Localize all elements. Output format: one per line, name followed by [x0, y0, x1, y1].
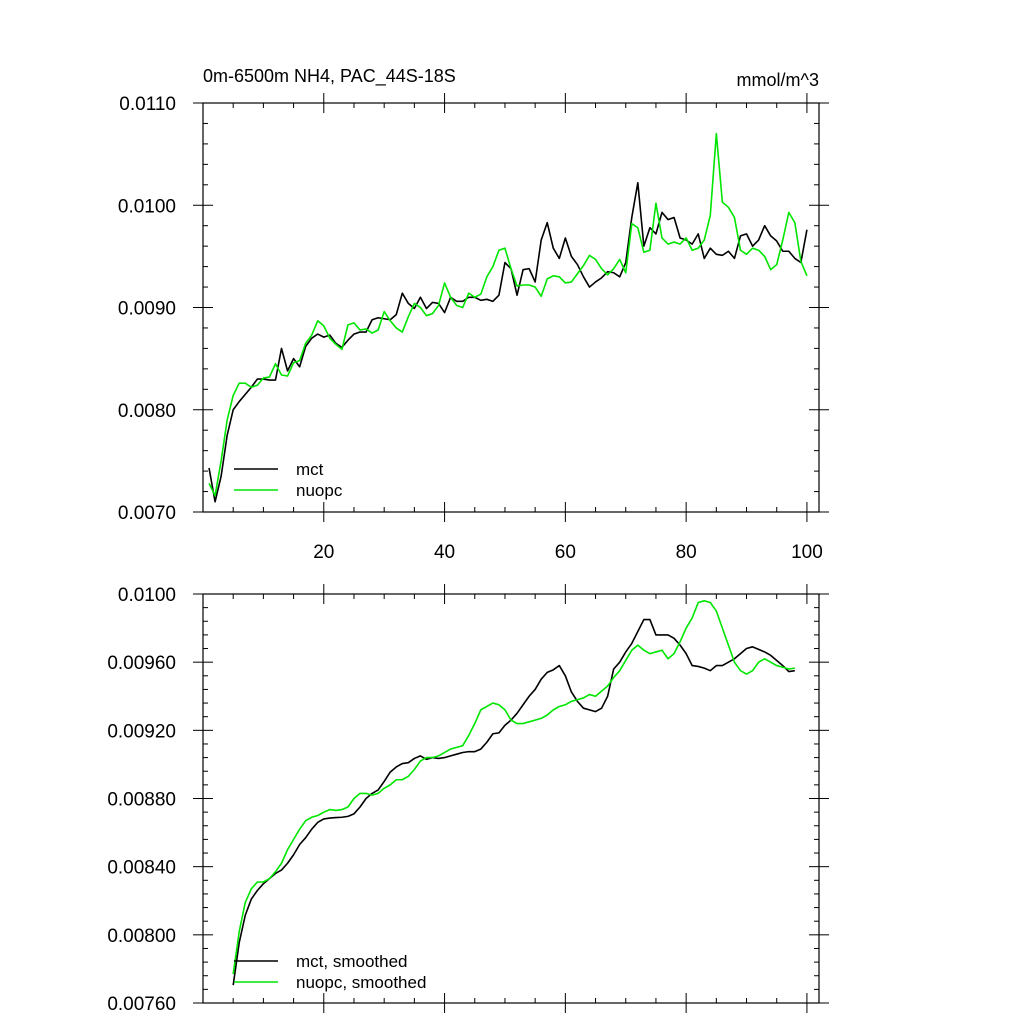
bottom-plot-frame — [202, 593, 820, 1004]
top-series-lines — [208, 132, 808, 503]
legend-label-mct: mct — [296, 460, 324, 479]
top-axes-ticks: 20 40 60 80 100 0.0070 0.0080 0.0090 0.0100 0.011… — [118, 93, 829, 563]
x-tick-label: 60 — [555, 542, 576, 563]
y-tick-label: 0.0090 — [118, 299, 176, 320]
series-line-mct-smoothed — [232, 618, 795, 986]
top-panel: 0m-6500m NH4, PAC_44S-18S mmol/m^3 20 40 6… — [118, 66, 829, 563]
legend-label-nuopc-smoothed: nuopc, smoothed — [296, 973, 426, 992]
y-tick-label: 0.0100 — [118, 585, 176, 606]
legend-label-nuopc: nuopc — [296, 481, 343, 500]
y-tick-label: 0.00920 — [107, 721, 176, 742]
x-tick-label: 40 — [434, 542, 455, 563]
y-tick-label: 0.00840 — [107, 858, 176, 879]
x-tick-label: 100 — [791, 542, 823, 563]
top-panel-title: 0m-6500m NH4, PAC_44S-18S — [203, 66, 456, 87]
x-tick-label: 80 — [676, 542, 697, 563]
bottom-axes-ticks: 0.00760 0.00800 0.00840 0.00880 0.00920 0.009… — [107, 584, 829, 1015]
top-plot-frame — [202, 102, 820, 513]
y-tick-label: 0.0100 — [118, 196, 176, 217]
y-tick-label: 0.00760 — [107, 994, 176, 1015]
y-tick-label: 0.00800 — [107, 926, 176, 947]
y-tick-label: 0.0080 — [118, 401, 176, 422]
top-legend: mct nuopc — [234, 460, 343, 500]
y-tick-label: 0.00960 — [107, 653, 176, 674]
x-tick-label: 20 — [313, 542, 334, 563]
bottom-series-lines — [232, 600, 795, 986]
y-tick-label: 0.0110 — [119, 94, 176, 115]
bottom-panel: 0.00760 0.00800 0.00840 0.00880 0.00920 0.009… — [107, 584, 829, 1015]
y-tick-label: 0.00880 — [107, 790, 176, 811]
y-tick-label: 0.0070 — [118, 503, 176, 524]
bottom-legend: mct, smoothed nuopc, smoothed — [234, 952, 426, 992]
series-line-nuopc-smoothed — [232, 600, 795, 975]
series-line-nuopc — [208, 132, 808, 497]
top-panel-units: mmol/m^3 — [737, 70, 819, 90]
series-line-mct — [208, 181, 808, 503]
legend-label-mct-smoothed: mct, smoothed — [296, 952, 408, 971]
